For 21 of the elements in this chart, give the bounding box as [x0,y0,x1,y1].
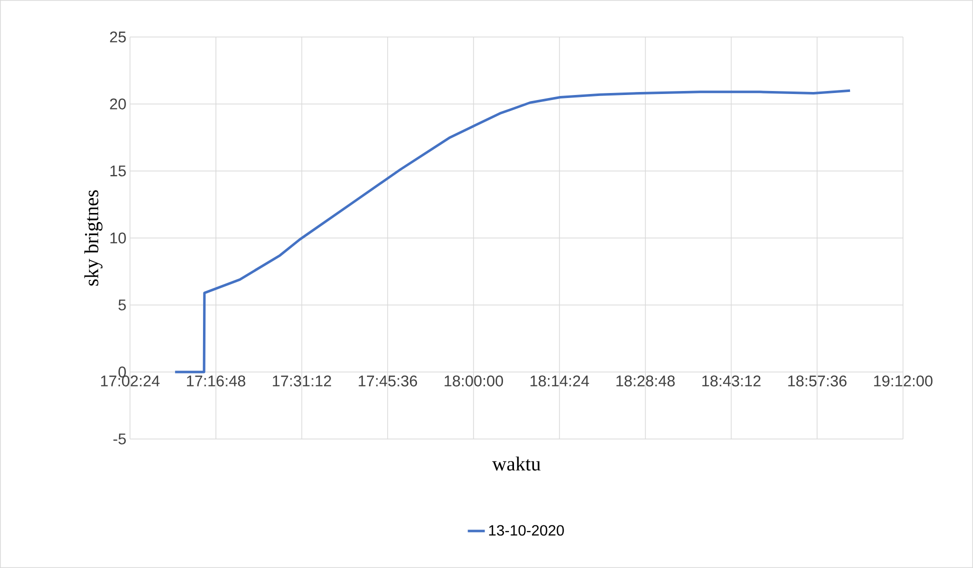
x-tick-label: 18:57:36 [788,376,846,386]
line-series [174,89,852,374]
x-tick-label: 17:45:36 [358,376,418,386]
x-tick-label: 17:02:24 [101,376,160,386]
y-tick-label: 15 [110,166,126,176]
y-tick-label: 5 [118,300,126,310]
x-tick-label: 19:12:00 [874,376,932,386]
x-tick-label: 18:43:12 [702,376,761,386]
y-tick-label: 20 [110,98,126,110]
x-tick-label: 17:31:12 [272,376,332,386]
x-tick-label: 18:14:24 [530,376,590,386]
y-tick-label: -5 [113,434,126,444]
y-tick-label: 25 [110,32,126,42]
x-tick-label: 18:28:48 [616,376,675,386]
x-tick-label: 17:16:48 [187,376,246,386]
y-tick-label: 0 [118,366,126,378]
x-tick-label: 18:00:00 [444,376,504,386]
x-axis-title: waktu [492,456,541,471]
y-tick-label: 10 [110,232,126,244]
y-axis-title: sky brigtnes [84,190,102,286]
legend-label: 13-10-2020 [489,525,564,536]
